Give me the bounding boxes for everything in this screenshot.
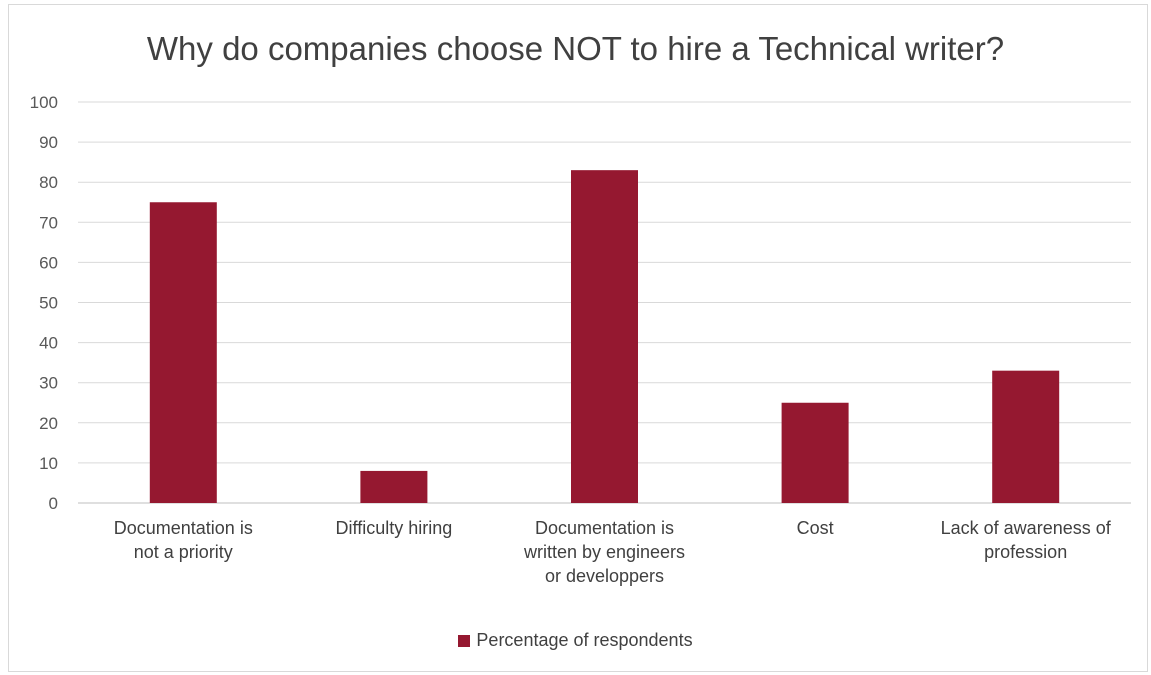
y-tick-label: 40 (39, 334, 58, 353)
legend: Percentage of respondents (0, 630, 1151, 651)
y-tick-label: 10 (39, 454, 58, 473)
bar (149, 202, 217, 503)
y-tick-label: 80 (39, 173, 58, 192)
bar (360, 470, 428, 503)
y-tick-label: 60 (39, 253, 58, 272)
y-tick-label: 70 (39, 213, 58, 232)
x-tick-label: Documentation is not a priority (114, 518, 253, 562)
x-tick-label: Documentation is written by engineers or d… (523, 518, 685, 586)
x-tick-label: Difficulty hiring (336, 518, 453, 538)
y-tick-label: 90 (39, 133, 58, 152)
bar (571, 170, 638, 504)
chart-title: Why do companies choose NOT to hire a Te… (146, 30, 1005, 67)
y-tick-label: 50 (39, 294, 58, 313)
legend-swatch (458, 634, 471, 647)
x-tick-label: Lack of awareness of profession (941, 518, 1112, 562)
bar (781, 402, 849, 503)
bar (992, 370, 1060, 503)
y-tick-label: 30 (39, 374, 58, 393)
y-tick-label: 20 (39, 414, 58, 433)
legend-label: Percentage of respondents (476, 630, 693, 650)
y-tick-label: 100 (30, 93, 58, 112)
x-tick-label: Cost (797, 518, 834, 538)
y-tick-label: 0 (49, 494, 58, 513)
